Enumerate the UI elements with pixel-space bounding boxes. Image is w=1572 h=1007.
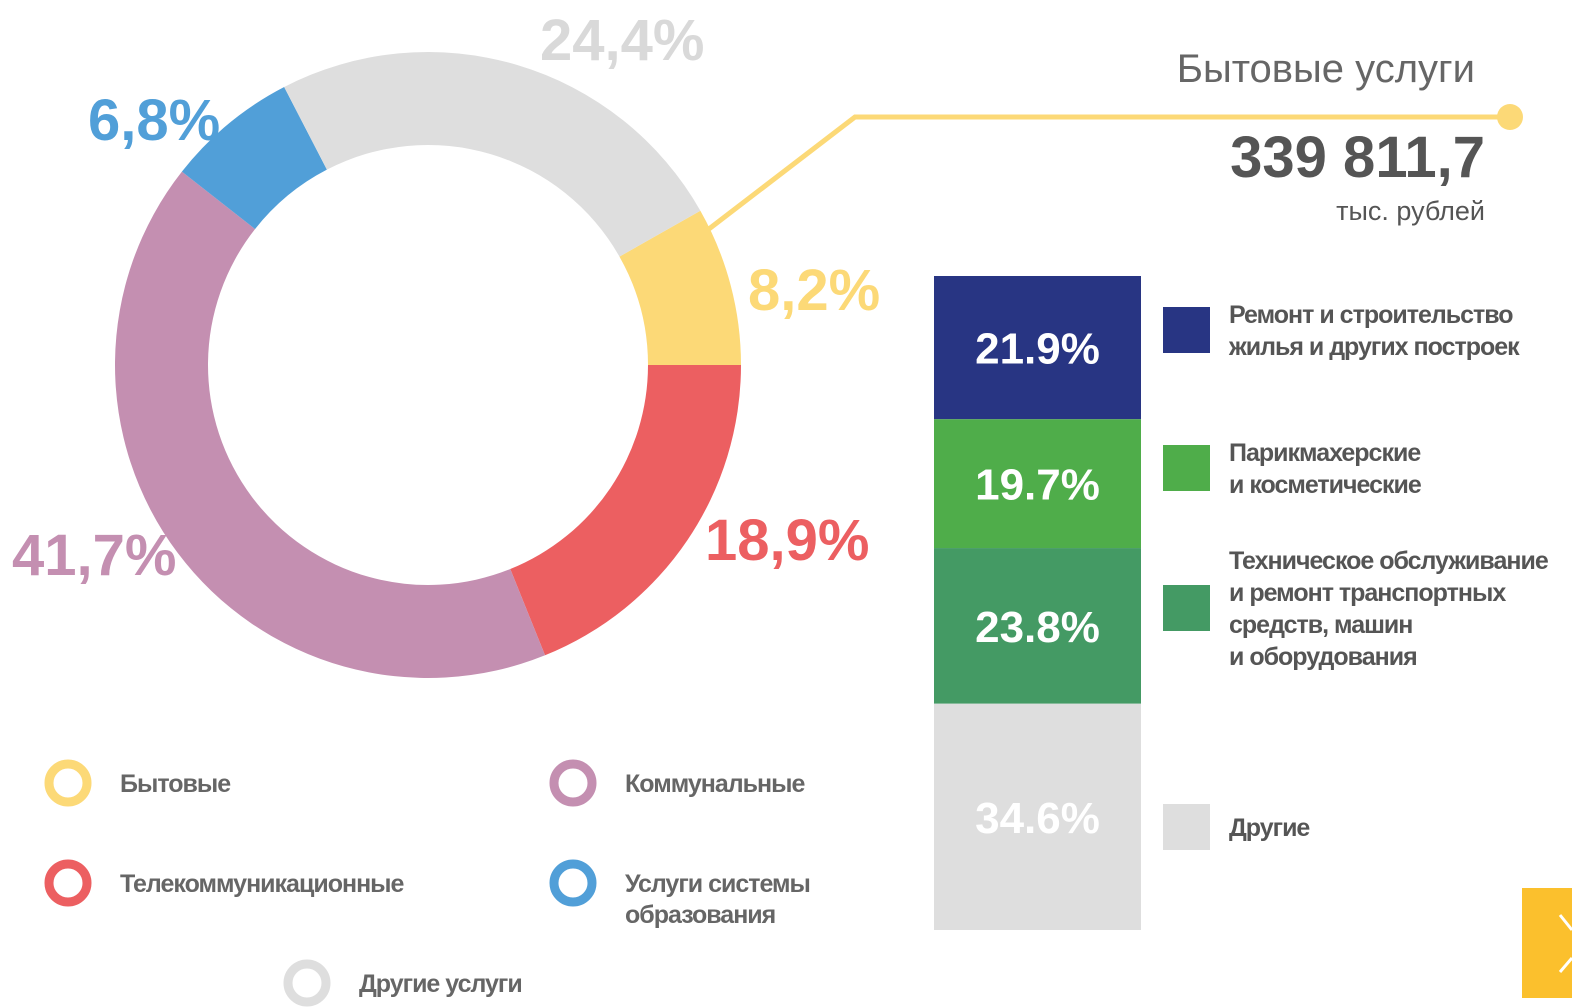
next-button-bg[interactable] [1522,888,1572,998]
legend-label: Телекоммуникационные [120,870,405,898]
legend-swatch [1163,307,1210,353]
bar-segment [934,419,1141,549]
data-label: 24,4% [540,8,704,73]
data-label: 41,7% [12,523,176,588]
legend-swatch [1163,445,1210,491]
bar-segment [934,276,1141,420]
donut-segment [284,52,701,257]
segment-label: 23.8% [975,603,1100,652]
legend-ring [283,959,331,1007]
legend-label-line: средств, машин [1229,611,1412,639]
legend-label-line: Другие услуги [359,970,522,998]
legend-label: Техническое обслуживание и ремонт транспо… [1229,547,1549,671]
callout-value: 339 811,7 [1230,125,1485,190]
legend-label-line: Парикмахерские [1229,439,1421,467]
next-button[interactable] [1522,888,1572,998]
legend-ring [44,759,92,807]
data-label: 18,9% [705,508,869,573]
legend-label: Услуги системы образования [625,870,810,929]
callout-line [703,114,1510,234]
legend-label-line: жилья и других построек [1228,333,1520,361]
legend-label-line: и ремонт транспортных [1229,579,1506,607]
legend-label-line: Техническое обслуживание [1229,547,1549,575]
data-label: 6,8% [88,88,220,153]
segment-label: 19.7% [975,461,1100,510]
legend-label-line: Коммунальные [625,770,805,798]
legend-label: Бытовые [120,770,231,798]
segment-label: 34.6% [975,794,1100,843]
legend-label-line: Бытовые [120,770,231,798]
legend-ring [549,859,597,907]
legend-ring [549,759,597,807]
legend-label-line: Ремонт и строительство [1229,301,1513,329]
callout-title: Бытовые услуги [1177,47,1475,91]
legend-label: Коммунальные [625,770,805,798]
chevron[interactable] [1558,914,1572,931]
legend-label-line: и оборудования [1229,643,1417,671]
legend-swatch [1163,804,1210,850]
bar-segment [934,703,1141,930]
chevron[interactable] [1558,957,1572,973]
legend-label: Другие [1229,814,1310,842]
bar-segment [934,548,1141,704]
legend-label: Другие услуги [359,970,522,998]
donut-segment [114,171,546,679]
legend-label: Ремонт и строительство жилья и других пос… [1228,301,1520,361]
data-label: 8,2% [748,258,880,323]
legend-label-line: Услуги системы [625,870,810,898]
legend-ring [44,859,92,907]
segment-label: 21.9% [975,325,1100,374]
callout-dot [1497,104,1523,130]
legend-swatch [1163,585,1210,631]
donut-segment [619,210,741,365]
legend-label: Парикмахерские и косметические [1229,439,1422,499]
callout-unit: тыс. рублей [1336,196,1485,226]
legend-label-line: образования [625,901,775,929]
legend-label-line: Телекоммуникационные [120,870,405,898]
legend-label-line: Другие [1229,814,1310,842]
donut-segment [510,365,741,656]
legend-label-line: и косметические [1229,471,1422,499]
donut-segment [181,87,327,230]
